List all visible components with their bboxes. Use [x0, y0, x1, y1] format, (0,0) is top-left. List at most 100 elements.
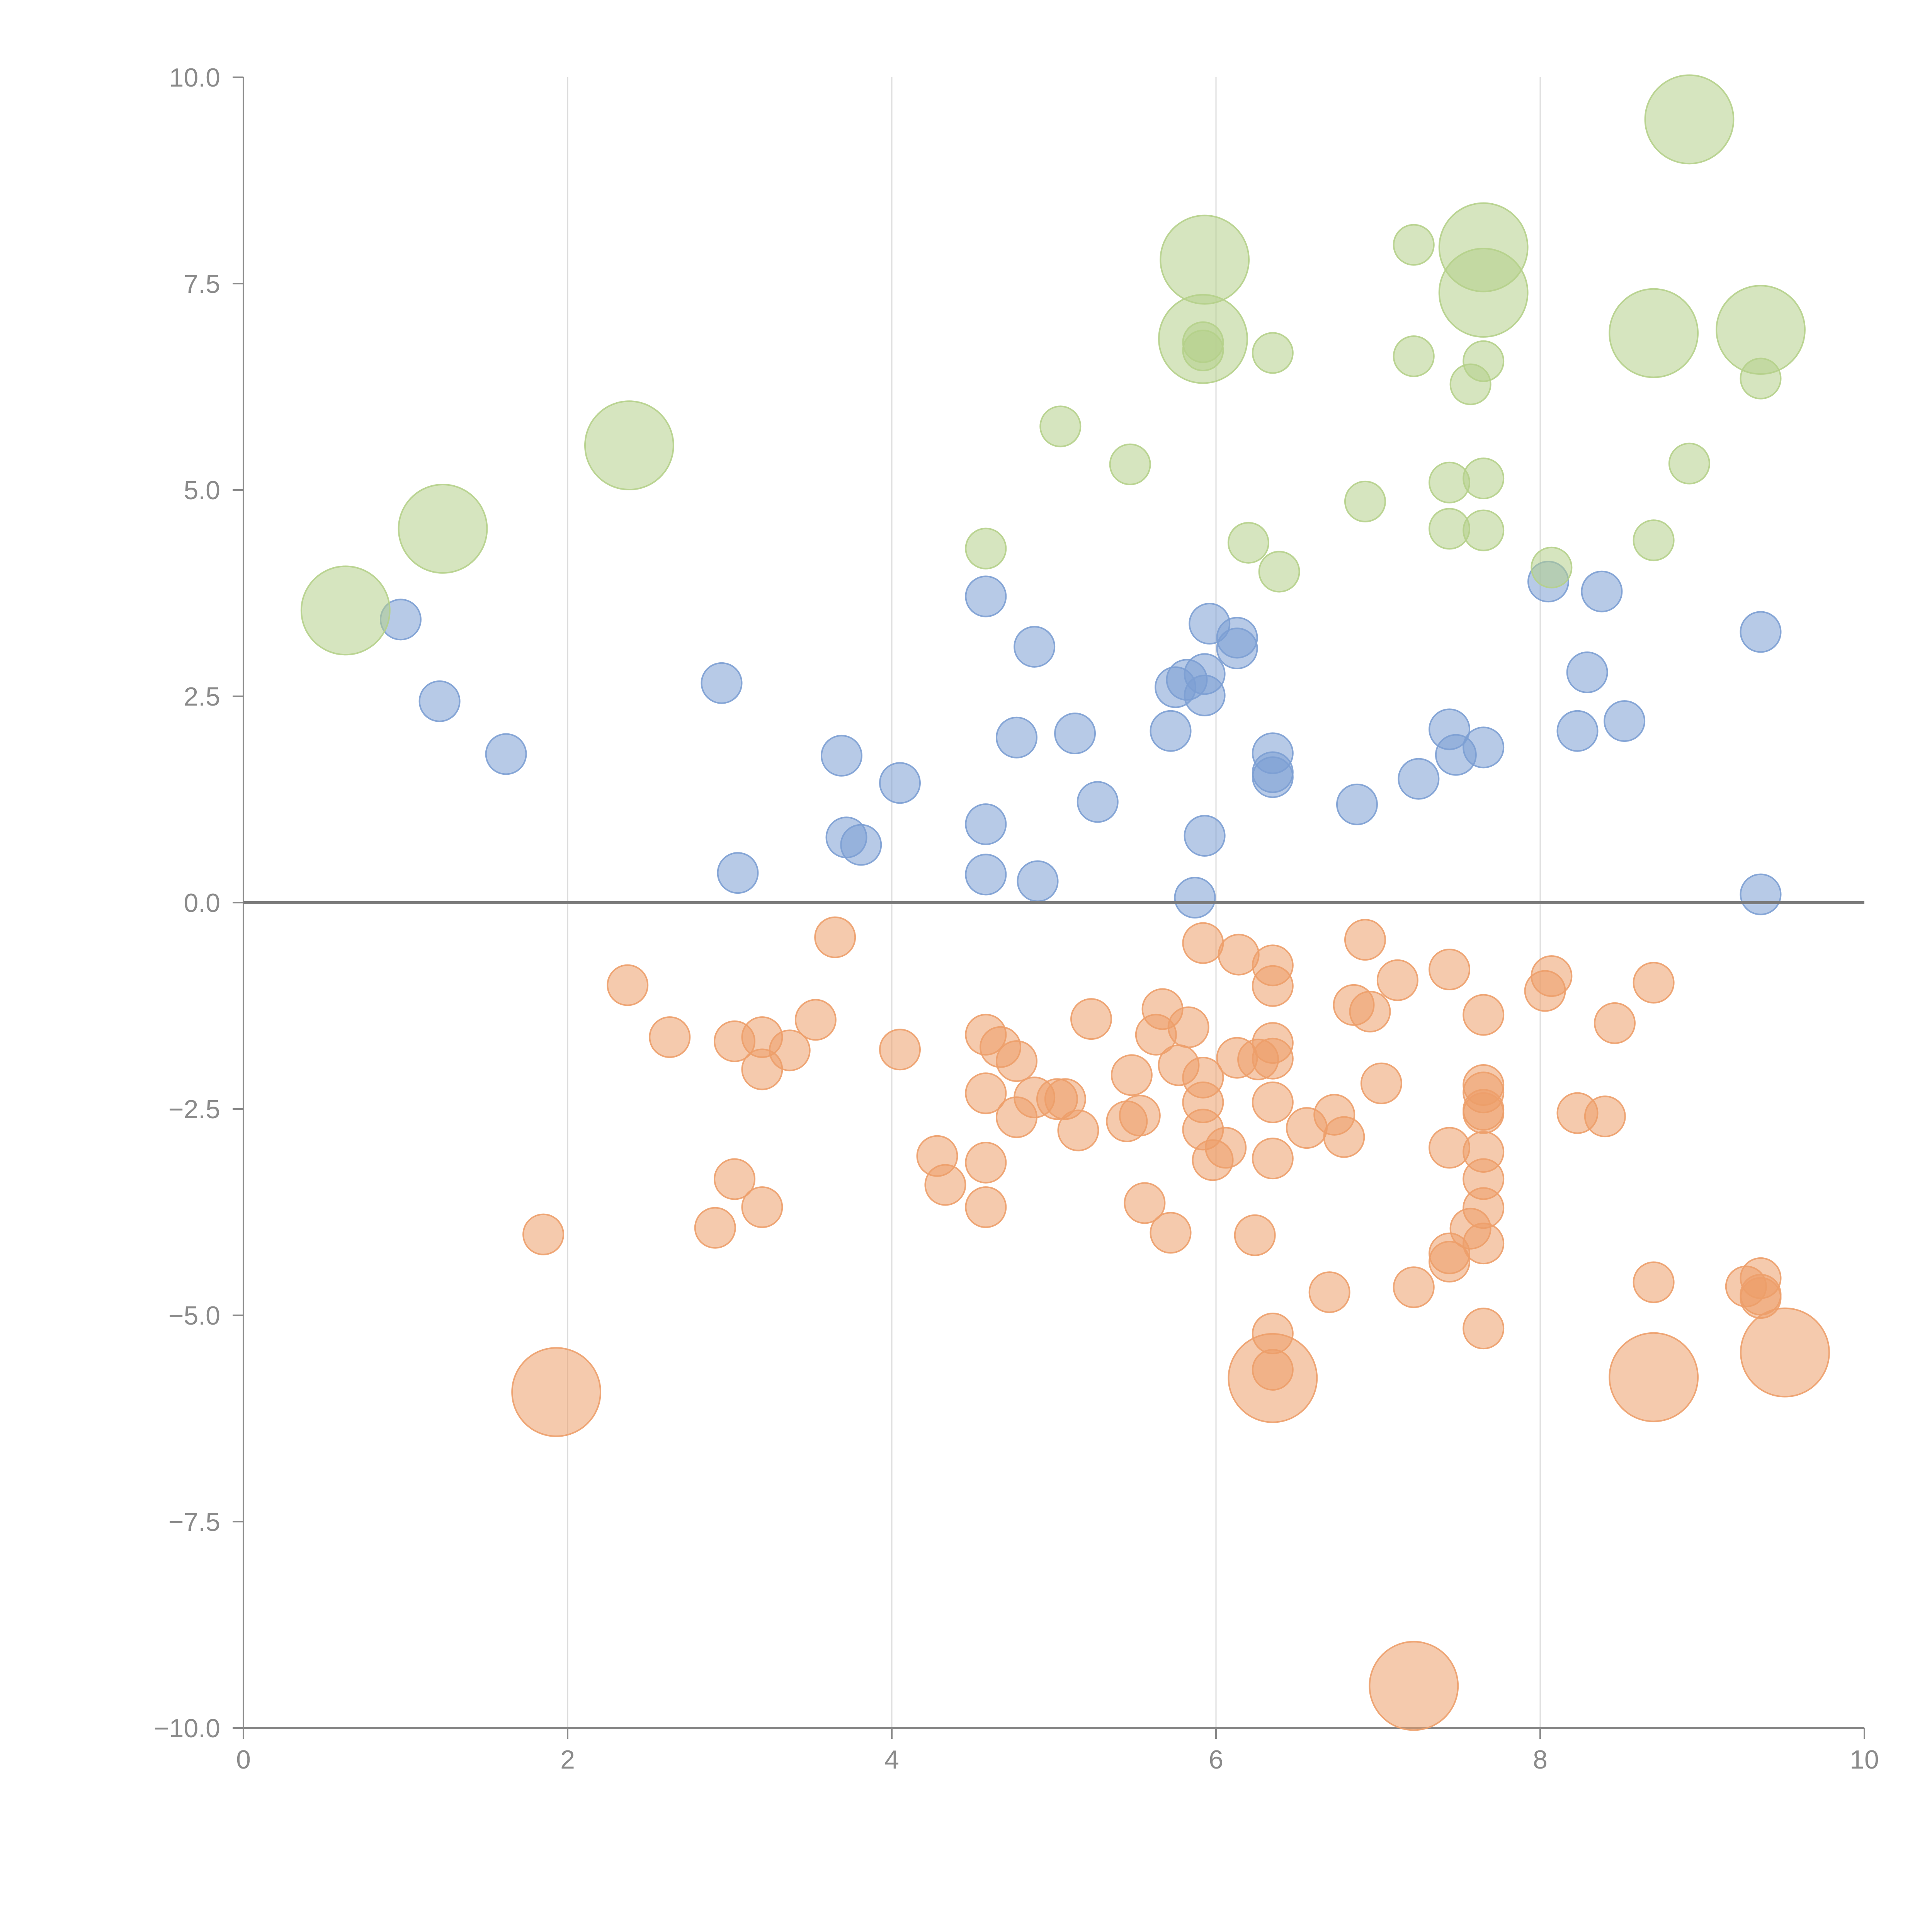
- green-bubble-25: [1633, 519, 1675, 561]
- orange-bubble-34: [1150, 1212, 1192, 1254]
- orange-bubble-21: [996, 1040, 1038, 1082]
- green-bubble-3: [965, 527, 1007, 570]
- x-tick-label: 8: [1533, 1745, 1548, 1774]
- orange-bubble-85: [1584, 1095, 1626, 1138]
- orange-bubble-27: [1070, 998, 1112, 1040]
- orange-bubble-80: [1463, 1223, 1505, 1265]
- blue-bubble-39: [1604, 700, 1646, 742]
- blue-bubble-4: [717, 852, 759, 894]
- blue-bubble-30: [1336, 783, 1378, 825]
- tick-label-layer: 0 2 4 6 8 10 −10.0 −7.5 −5.0 −2.5 0.0 2.5 5.0 7.5 10.0: [154, 63, 1879, 1774]
- orange-bubble-19: [965, 1186, 1007, 1228]
- green-bubble-30: [1740, 357, 1782, 400]
- blue-bubble-2: [485, 733, 527, 775]
- orange-bubble-87: [1633, 962, 1675, 1004]
- green-bubble-24: [1531, 546, 1573, 588]
- green-bubble-6: [1160, 214, 1250, 305]
- green-bubble-14: [1393, 224, 1435, 266]
- orange-bubble-62: [1349, 990, 1391, 1032]
- green-bubble-21: [1463, 340, 1505, 382]
- blue-bubble-10: [965, 803, 1007, 845]
- green-bubble-13: [1344, 480, 1386, 522]
- orange-bubble-86: [1594, 1002, 1636, 1044]
- orange-bubble-50: [1252, 1037, 1294, 1080]
- blue-bubble-14: [1017, 860, 1059, 902]
- orange-bubble-89: [1609, 1332, 1699, 1422]
- x-tick-label: 10: [1850, 1745, 1879, 1774]
- green-bubble-12: [1258, 551, 1300, 593]
- orange-bubble-64: [1376, 959, 1418, 1001]
- orange-bubble-51: [1252, 1081, 1294, 1123]
- blue-bubble-23: [1184, 815, 1226, 857]
- orange-bubble-59: [1323, 1116, 1365, 1158]
- blue-bubble-29: [1252, 756, 1294, 798]
- green-bubble-5: [1109, 443, 1151, 485]
- green-bubble-28: [1668, 442, 1710, 485]
- y-tick-label: 2.5: [184, 682, 220, 711]
- orange-bubble-55: [1228, 1333, 1318, 1423]
- orange-bubble-66: [1369, 1641, 1459, 1731]
- green-bubble-27: [1644, 74, 1735, 165]
- blue-bubble-8: [879, 762, 921, 804]
- y-tick-label: −2.5: [168, 1095, 220, 1124]
- orange-bubble-31: [1124, 1182, 1166, 1224]
- green-bubble-23: [1463, 509, 1505, 551]
- orange-bubble-94: [1740, 1307, 1830, 1398]
- orange-bubble-10: [769, 1029, 811, 1071]
- points-layer: [300, 74, 1830, 1731]
- blue-bubble-12: [996, 716, 1038, 759]
- orange-bubble-45: [1234, 1214, 1276, 1256]
- orange-bubble-88: [1633, 1261, 1675, 1303]
- blue-bubble-7: [840, 824, 882, 866]
- x-tick-label: 2: [560, 1745, 575, 1774]
- blue-bubble-38: [1581, 570, 1623, 612]
- blue-bubble-41: [1740, 873, 1782, 915]
- orange-bubble-18: [965, 1141, 1007, 1184]
- green-bubble-10: [1227, 522, 1269, 564]
- y-tick-label: −7.5: [168, 1507, 220, 1537]
- green-bubble-9: [1182, 330, 1224, 372]
- blue-bubble-17: [1150, 710, 1192, 752]
- green-bubble-20: [1438, 248, 1529, 338]
- orange-bubble-15: [924, 1164, 966, 1206]
- blue-bubble-3: [701, 662, 743, 704]
- blue-bubble-26: [1216, 628, 1258, 670]
- green-bubble-22: [1463, 457, 1505, 500]
- orange-bubble-37: [1182, 922, 1224, 964]
- orange-bubble-0: [522, 1213, 565, 1255]
- green-bubble-11: [1252, 332, 1294, 374]
- blue-bubble-40: [1740, 611, 1782, 653]
- y-tick-label: 7.5: [184, 269, 220, 299]
- orange-bubble-12: [814, 916, 856, 958]
- green-bubble-4: [1039, 405, 1082, 447]
- green-bubble-26: [1609, 288, 1699, 378]
- x-tick-label: 0: [236, 1745, 251, 1774]
- orange-bubble-2: [607, 964, 649, 1006]
- orange-bubble-3: [649, 1016, 691, 1058]
- x-tick-label: 4: [884, 1745, 899, 1774]
- blue-bubble-36: [1556, 710, 1599, 752]
- green-bubble-15: [1393, 335, 1435, 377]
- blue-bubble-20: [1174, 877, 1216, 919]
- orange-bubble-83: [1531, 955, 1573, 997]
- orange-bubble-6: [714, 1158, 756, 1200]
- orange-bubble-61: [1344, 919, 1386, 961]
- y-tick-label: −5.0: [168, 1301, 220, 1330]
- y-tick-label: 10.0: [169, 63, 220, 92]
- blue-bubble-22: [1184, 674, 1226, 716]
- blue-bubble-34: [1463, 726, 1505, 769]
- orange-bubble-72: [1463, 994, 1505, 1036]
- orange-bubble-36: [1167, 1006, 1209, 1048]
- green-bubble-1: [398, 483, 488, 574]
- blue-bubble-31: [1398, 758, 1440, 800]
- x-tick-label: 6: [1209, 1745, 1223, 1774]
- orange-bubble-76: [1463, 1092, 1505, 1134]
- y-tick-label: 5.0: [184, 476, 220, 505]
- blue-bubble-5: [820, 735, 862, 777]
- orange-bubble-79: [1463, 1187, 1505, 1229]
- orange-bubble-81: [1463, 1308, 1505, 1350]
- blue-bubble-1: [418, 680, 461, 722]
- orange-bubble-26: [1057, 1109, 1099, 1151]
- orange-bubble-9: [741, 1186, 783, 1228]
